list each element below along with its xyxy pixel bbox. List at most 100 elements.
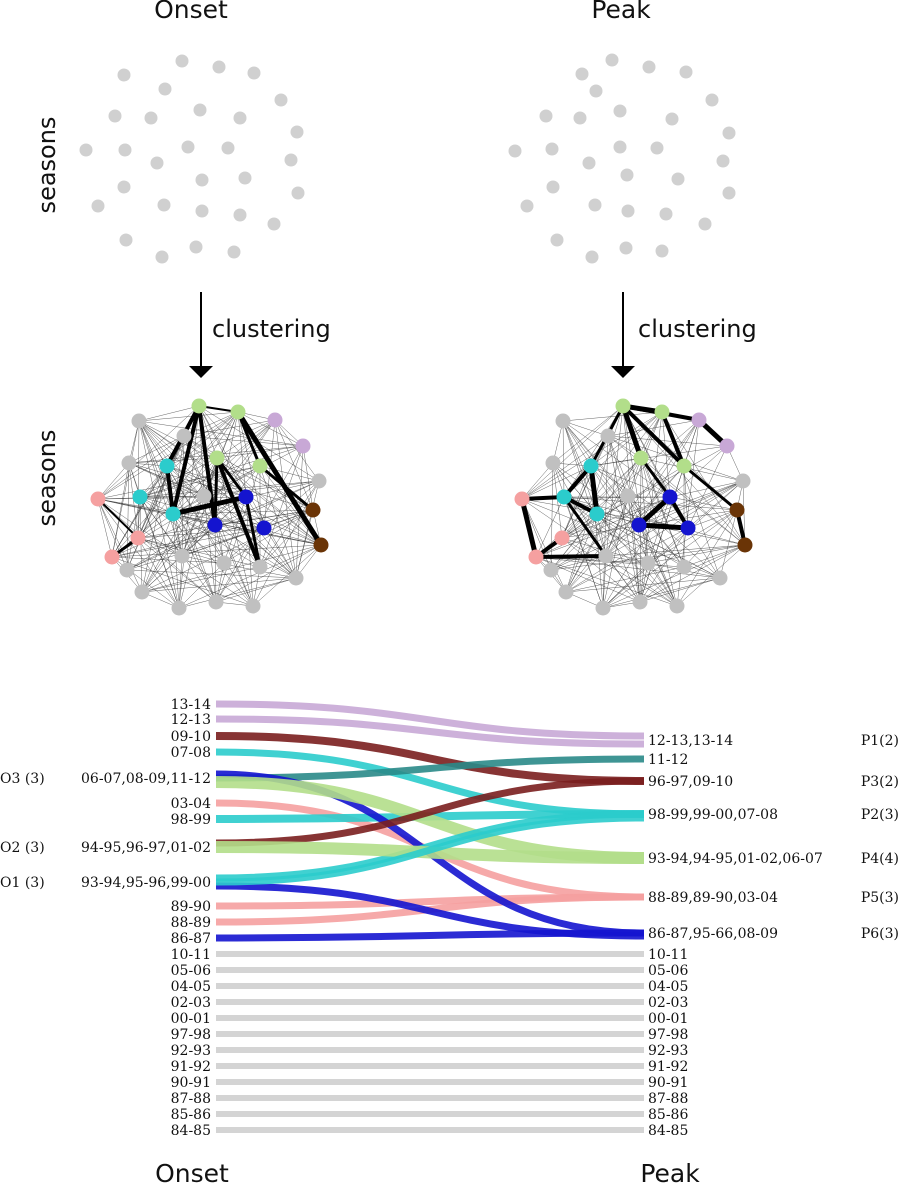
strong-edge: [620, 403, 644, 461]
network-edge: [137, 465, 168, 539]
season-point: [659, 207, 673, 221]
strong-edge: [519, 496, 539, 560]
onset-season-label: 93-94,95-96,99-00: [81, 875, 211, 891]
network-edge: [183, 435, 297, 579]
network-node: [669, 598, 685, 614]
network-edge: [719, 509, 738, 579]
onset-season-label: 13-14: [171, 697, 211, 713]
peak-season-label: 88-89,89-90,03-04: [648, 890, 778, 906]
season-point: [150, 156, 164, 170]
season-point: [221, 141, 235, 155]
network-edge: [552, 462, 607, 557]
network-node: [165, 506, 181, 522]
network-edge: [638, 419, 700, 526]
network-edge: [638, 524, 678, 607]
network-edge: [259, 465, 320, 482]
network-edge: [565, 566, 685, 593]
onset-season-label: 02-03: [171, 995, 211, 1011]
network-edge: [111, 527, 265, 558]
season-point: [722, 186, 736, 200]
network-edge: [215, 544, 322, 603]
network-node: [691, 412, 707, 428]
season-point: [620, 168, 634, 182]
network-edge: [669, 480, 744, 498]
network-node: [556, 489, 572, 505]
network-node: [719, 438, 735, 454]
network-edge: [627, 495, 685, 568]
network-node: [131, 413, 147, 429]
onset-clustering-label: clustering: [212, 315, 331, 343]
network-node: [543, 562, 559, 578]
network-edge: [521, 411, 663, 500]
network-edge: [178, 555, 183, 609]
network-edge: [521, 465, 592, 500]
network-edge: [97, 498, 216, 526]
season-point: [118, 143, 132, 157]
peak-season-label: 93-94,94-95,01-02,06-07: [648, 851, 823, 867]
season-point: [117, 180, 131, 194]
network-edge: [550, 513, 598, 571]
network-node: [680, 520, 696, 536]
onset-season-label: 88-89: [171, 915, 211, 931]
network-edge: [562, 420, 671, 498]
network-edge: [605, 555, 641, 603]
onset-season-label: 85-86: [171, 1107, 211, 1123]
network-edge: [137, 537, 261, 568]
season-point: [589, 84, 603, 98]
network-node: [554, 530, 570, 546]
onset-season-label: 89-90: [171, 899, 211, 915]
network-node: [104, 549, 120, 565]
seasons-label-top: seasons: [33, 117, 61, 214]
network-node: [245, 598, 261, 614]
network-edge: [607, 419, 700, 437]
season-flow-band: [215, 732, 645, 785]
season-point: [195, 204, 209, 218]
network-edge: [216, 445, 304, 459]
network-edge: [639, 577, 721, 603]
network-edge: [137, 435, 185, 539]
network-edge: [590, 465, 640, 526]
network-edge: [639, 566, 685, 603]
network-edge: [97, 411, 239, 500]
network-edge: [172, 513, 217, 603]
onset-season-label: 94-95,96-97,01-02: [81, 840, 211, 856]
season-point: [195, 173, 209, 187]
network-edge: [137, 509, 314, 539]
network-edge: [561, 445, 728, 539]
network-edge: [602, 577, 721, 609]
network-edge: [565, 480, 744, 593]
season-point: [274, 93, 288, 107]
network-edge: [647, 544, 746, 564]
peak-season-label: 90-91: [648, 1075, 688, 1091]
network-edge: [683, 544, 746, 568]
network-edge: [215, 577, 297, 603]
peak-season-label: 10-11: [648, 947, 688, 963]
network-edge: [97, 435, 185, 500]
network-edge: [602, 555, 607, 609]
network-node: [555, 413, 571, 429]
network-edge: [166, 465, 225, 564]
season-point: [613, 140, 627, 154]
network-edge: [137, 537, 183, 557]
network-edge: [565, 457, 642, 593]
network-edge: [602, 496, 671, 609]
network-node: [514, 491, 530, 507]
network-edge: [562, 420, 678, 607]
network-edge: [638, 480, 744, 526]
network-edge: [237, 411, 304, 447]
season-point: [212, 60, 226, 74]
onset-footer: Onset: [155, 1159, 229, 1184]
strong-edge: [244, 495, 262, 569]
network-edge: [138, 420, 304, 447]
network-edge: [550, 462, 554, 571]
network-edge: [137, 420, 140, 539]
strong-edge: [588, 463, 600, 517]
network-edge: [141, 544, 322, 593]
season-point: [621, 204, 635, 218]
strong-edge: [236, 410, 262, 468]
peak-season-label: 85-86: [648, 1107, 688, 1123]
network-edge: [535, 496, 671, 558]
season-point: [665, 112, 679, 126]
network-edge: [562, 420, 609, 437]
strong-edge: [660, 410, 686, 468]
